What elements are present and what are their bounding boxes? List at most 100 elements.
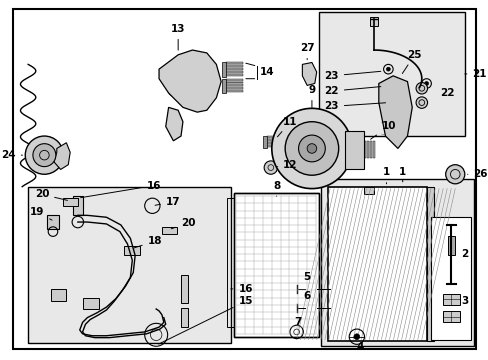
- Bar: [233, 193, 318, 337]
- Text: 20: 20: [171, 218, 195, 229]
- Bar: [51, 289, 66, 301]
- Bar: [266, 145, 284, 147]
- Bar: [28, 187, 230, 343]
- Circle shape: [264, 161, 277, 174]
- Bar: [345, 131, 364, 170]
- Bar: [222, 79, 225, 93]
- Text: 19: 19: [30, 207, 52, 220]
- Bar: [162, 227, 177, 234]
- Bar: [73, 196, 82, 215]
- Bar: [372, 141, 374, 158]
- Text: 18: 18: [134, 236, 162, 248]
- Circle shape: [168, 86, 178, 96]
- Text: 6: 6: [303, 291, 310, 301]
- Bar: [123, 246, 140, 256]
- Bar: [225, 63, 243, 64]
- Bar: [225, 71, 243, 73]
- Circle shape: [353, 334, 359, 339]
- Bar: [369, 141, 371, 158]
- Bar: [233, 193, 318, 337]
- Bar: [266, 136, 284, 138]
- Text: 22: 22: [324, 86, 380, 96]
- Bar: [442, 294, 459, 305]
- Bar: [364, 141, 366, 158]
- Text: 15: 15: [158, 296, 252, 344]
- Circle shape: [415, 97, 427, 108]
- Bar: [225, 82, 243, 84]
- Circle shape: [306, 144, 316, 153]
- Bar: [447, 237, 454, 256]
- Text: 20: 20: [35, 189, 67, 201]
- Polygon shape: [302, 63, 316, 85]
- Bar: [266, 142, 284, 144]
- Bar: [181, 308, 187, 327]
- Bar: [225, 79, 243, 81]
- Bar: [305, 283, 316, 294]
- Bar: [327, 187, 426, 342]
- Bar: [305, 302, 316, 314]
- Text: 7: 7: [293, 318, 301, 327]
- Bar: [369, 17, 377, 26]
- Circle shape: [171, 65, 184, 79]
- Text: 9: 9: [308, 85, 315, 108]
- Text: 4: 4: [355, 342, 363, 352]
- Circle shape: [445, 165, 464, 184]
- Text: 23: 23: [324, 71, 380, 81]
- Bar: [63, 198, 78, 206]
- Bar: [430, 217, 470, 339]
- Bar: [225, 74, 243, 76]
- Circle shape: [186, 87, 198, 99]
- Text: 22: 22: [440, 88, 454, 98]
- Text: 13: 13: [170, 24, 185, 50]
- Circle shape: [33, 144, 56, 167]
- Bar: [225, 87, 243, 89]
- Circle shape: [415, 82, 427, 94]
- Text: 1: 1: [382, 167, 389, 184]
- Circle shape: [25, 136, 63, 174]
- Bar: [225, 65, 243, 67]
- Bar: [426, 187, 433, 342]
- Text: 11: 11: [277, 117, 297, 137]
- Text: 26: 26: [467, 169, 487, 179]
- Bar: [263, 136, 266, 148]
- Polygon shape: [378, 76, 411, 148]
- Text: 8: 8: [272, 180, 280, 196]
- Text: 5: 5: [303, 271, 310, 282]
- Bar: [225, 68, 243, 70]
- Bar: [321, 179, 473, 346]
- Bar: [442, 311, 459, 322]
- Text: 25: 25: [402, 50, 421, 73]
- Circle shape: [386, 67, 389, 71]
- Text: 10: 10: [370, 121, 395, 139]
- Bar: [225, 90, 243, 92]
- Text: 16: 16: [81, 180, 161, 198]
- Bar: [366, 141, 368, 158]
- Bar: [225, 85, 243, 86]
- Text: 24: 24: [1, 150, 22, 160]
- Text: 17: 17: [155, 197, 180, 207]
- Text: 1: 1: [398, 167, 406, 182]
- Polygon shape: [159, 50, 221, 112]
- Text: 12: 12: [277, 160, 297, 170]
- Text: 23: 23: [324, 102, 385, 112]
- Circle shape: [424, 82, 427, 85]
- Text: 3: 3: [460, 296, 468, 306]
- Bar: [226, 198, 233, 327]
- Bar: [318, 12, 464, 136]
- Circle shape: [271, 108, 351, 189]
- Bar: [47, 215, 59, 229]
- Circle shape: [285, 122, 338, 175]
- Polygon shape: [165, 107, 183, 141]
- Bar: [181, 275, 187, 303]
- Circle shape: [197, 71, 206, 81]
- Text: 2: 2: [460, 248, 468, 258]
- Bar: [222, 63, 225, 77]
- Text: 21: 21: [464, 69, 486, 79]
- Polygon shape: [54, 143, 70, 170]
- Bar: [266, 139, 284, 141]
- Bar: [364, 187, 373, 194]
- Circle shape: [298, 135, 325, 162]
- Text: 16: 16: [230, 284, 252, 294]
- Bar: [82, 298, 99, 309]
- Text: 14: 14: [259, 67, 274, 77]
